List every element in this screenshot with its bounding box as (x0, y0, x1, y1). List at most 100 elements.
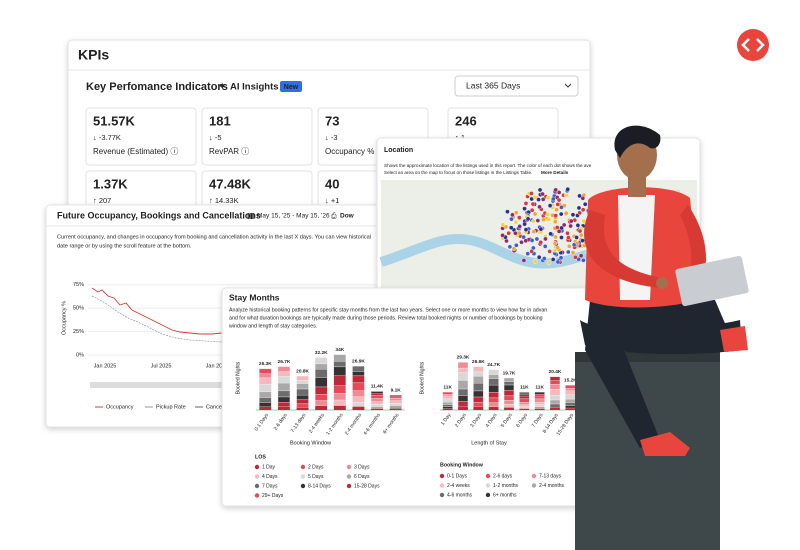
map-dot (581, 218, 587, 224)
bar-segment (488, 397, 499, 403)
calendar-icon: ▦ (247, 211, 255, 220)
map-dot (505, 209, 510, 214)
select-text: Last 365 Days (466, 80, 520, 90)
y-axis-label: Booked Nights (235, 361, 241, 394)
kpi-label: Revenue (Estimated) ⓘ (93, 147, 178, 156)
map-dot (553, 234, 558, 240)
map-dot (545, 212, 551, 217)
bar-segment (457, 362, 469, 369)
bar-segment (389, 396, 402, 399)
map-dot (511, 246, 517, 251)
bar-segment (296, 376, 309, 381)
bar-segment (503, 384, 515, 391)
map-dot (523, 201, 529, 206)
kpi-card (85, 107, 197, 166)
legend-label: 3 Days (354, 464, 370, 470)
person-illustration (575, 125, 749, 550)
bar-segment (315, 377, 328, 388)
legend-label: 7 Days (262, 483, 278, 489)
bar-segment (565, 394, 576, 400)
value-label: 32.2K (315, 350, 328, 356)
map-dot (500, 233, 505, 238)
map-dot (577, 228, 583, 234)
ai-insights-button[interactable]: ✦ AI Insights (218, 82, 279, 93)
y-tick-label: 25% (73, 329, 84, 335)
bar-segment (259, 397, 272, 403)
map-dot (506, 230, 512, 236)
y-tick-label: 50% (73, 306, 84, 312)
legend-label: 2-6 days (493, 473, 513, 479)
legend-label: 4-6 months (447, 492, 473, 498)
map-dot (529, 191, 534, 196)
legend-swatch (300, 474, 306, 479)
map-dot (532, 194, 538, 200)
value-label: 25.3K (259, 361, 272, 367)
bar-segment (259, 391, 272, 398)
kpi-delta: ↓ -3.77K (93, 133, 121, 142)
map-dot (581, 258, 586, 263)
map-dot (546, 217, 552, 222)
bar-segment (296, 399, 309, 405)
value-label: 11K (443, 384, 452, 390)
map-dot (531, 229, 537, 234)
map-dot (565, 230, 570, 236)
legend-label: 2-4 weeks (447, 483, 470, 489)
map-dot (577, 210, 582, 216)
date-select[interactable]: Last 365 Days (454, 75, 579, 97)
map-dot (521, 234, 526, 240)
map-dot (580, 207, 586, 213)
bar-segment (534, 401, 545, 405)
kpi-value: 51.57K (93, 113, 136, 128)
value-label: 26.7K (278, 359, 291, 365)
kpi-value: 1.37K (93, 176, 128, 191)
bar-segment (277, 402, 291, 407)
kpi-value: 181 (209, 113, 231, 128)
map-dot (532, 211, 538, 217)
bar-segment (473, 366, 484, 373)
map-dot (548, 231, 553, 237)
map-dot (565, 249, 571, 255)
bar-segment (352, 396, 365, 403)
map-dot (529, 207, 535, 213)
bar-segment (259, 373, 272, 379)
shoe (640, 432, 690, 456)
bar-segment (565, 402, 576, 406)
y-tick-label: 75% (73, 282, 84, 288)
map-dot (546, 260, 552, 266)
legend-swatch (346, 483, 352, 489)
bar-segment (503, 395, 515, 401)
map-dot (517, 215, 522, 220)
bar-segment (519, 406, 530, 409)
map-dot (523, 238, 529, 244)
value-label: 11K (520, 384, 529, 390)
bar-segment (473, 383, 484, 392)
badge: New (284, 84, 299, 91)
bar-segment (565, 390, 576, 395)
hair (614, 125, 661, 158)
map-dot (531, 218, 536, 224)
section-header: Key Perfomance Indicators (86, 81, 228, 93)
map-dot (578, 232, 584, 238)
bar-segment (370, 401, 384, 405)
panel-title: KPIs (78, 47, 109, 63)
bar-segment (503, 377, 515, 382)
logo[interactable] (737, 29, 769, 61)
map-dot (578, 253, 584, 259)
map-dot (542, 244, 548, 249)
legend-swatch (346, 474, 352, 479)
map-dot (543, 236, 548, 242)
bar-segment (352, 371, 365, 377)
bar-segment (457, 367, 469, 374)
bar-segment (296, 403, 309, 408)
download-button[interactable]: ⎙ Dow (331, 213, 355, 220)
legend-label: 8-14 Days (308, 483, 331, 489)
bar-segment (534, 404, 545, 407)
map-dot (559, 205, 564, 210)
bar-segment (352, 375, 365, 384)
occupancy-line (91, 287, 223, 335)
bar-segment (389, 403, 402, 406)
x-tick-label: Jan 2026 (206, 363, 229, 369)
description: Current occupancy, and changes in occupa… (57, 234, 371, 240)
legend-title: Booking Window (440, 462, 484, 468)
